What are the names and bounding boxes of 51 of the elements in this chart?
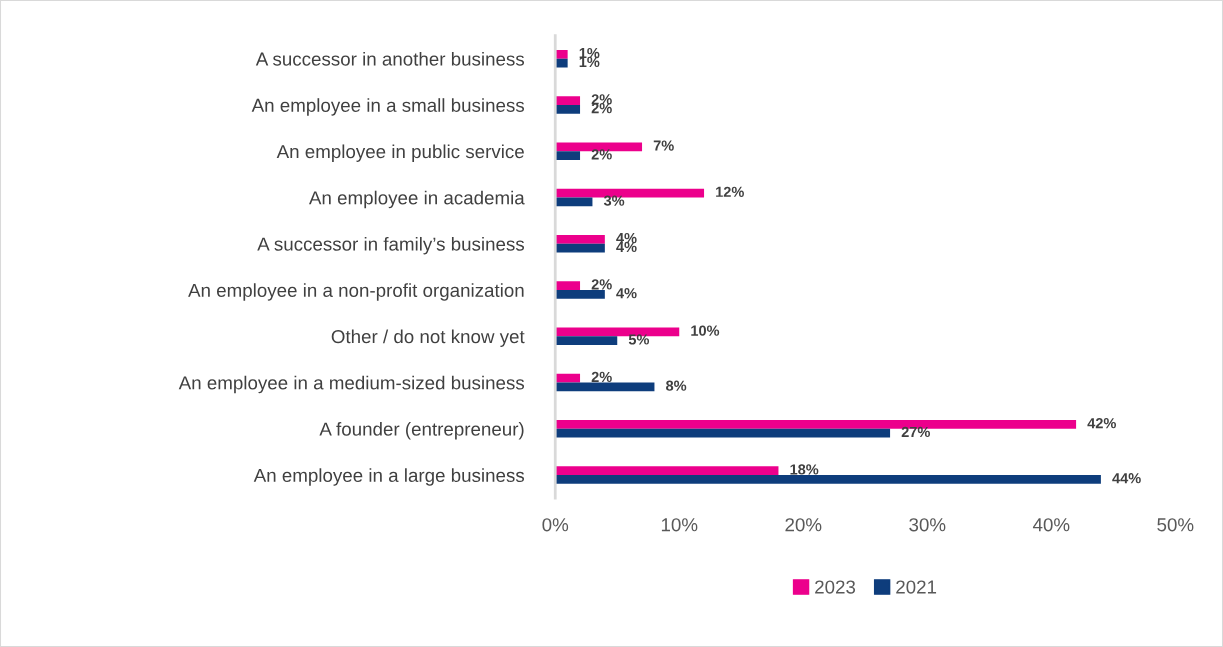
data-label: 2% [591, 279, 612, 290]
data-label: 27% [901, 426, 930, 438]
data-label: 42% [1087, 417, 1117, 429]
y-tick-label: An employee in public service [276, 144, 524, 162]
y-tick-label: An employee in a small business [251, 98, 525, 116]
bar [555, 373, 581, 383]
data-label: 2% [591, 371, 612, 383]
bar [555, 49, 568, 59]
data-label: 4% [616, 288, 637, 299]
data-label: 3% [603, 195, 625, 206]
data-label: 44% [1112, 473, 1141, 484]
data-label: 12% [716, 186, 744, 197]
bar [555, 475, 1101, 484]
bar [555, 58, 568, 68]
data-label: 7% [653, 140, 674, 151]
bar [555, 234, 605, 244]
x-tick-label: 10% [661, 518, 698, 532]
y-tick-label: A successor in another business [255, 51, 525, 66]
data-label: 4% [616, 232, 637, 244]
x-tick-label: 50% [1157, 518, 1194, 532]
data-label: 10% [691, 325, 720, 336]
x-tick-label: 20% [785, 518, 822, 532]
bar [555, 466, 779, 476]
y-tick-label: An employee in a non-profit organization [188, 283, 524, 301]
data-label: 2% [591, 94, 612, 105]
y-tick-label: A successor in family’s business [257, 236, 525, 255]
bar [555, 151, 581, 161]
data-label: 4% [616, 241, 637, 253]
y-tick-label: Other / do not know yet [331, 329, 525, 347]
legend-label: 2023 [815, 580, 856, 594]
bar [555, 428, 891, 438]
bar [555, 243, 605, 253]
data-label: 2% [591, 149, 612, 160]
bar [555, 197, 593, 207]
y-tick-label: A founder (entrepreneur) [319, 422, 524, 440]
data-label: 8% [666, 380, 687, 391]
data-label: 5% [628, 334, 650, 345]
legend-label: 2021 [896, 580, 937, 594]
data-label: 2% [591, 102, 612, 114]
x-tick-label: 40% [1032, 518, 1070, 532]
y-tick-label: An employee in a large business [253, 468, 525, 486]
bar [555, 281, 581, 291]
bar [555, 104, 581, 114]
x-tick-label: 30% [909, 518, 946, 532]
data-label: 18% [790, 464, 819, 475]
bar [555, 96, 581, 105]
y-tick-label: An employee in a medium-sized business [178, 375, 525, 394]
bar [555, 336, 618, 346]
y-tick-label: An employee in academia [308, 190, 525, 209]
x-tick-label: 0% [542, 518, 569, 532]
bar [555, 290, 605, 299]
